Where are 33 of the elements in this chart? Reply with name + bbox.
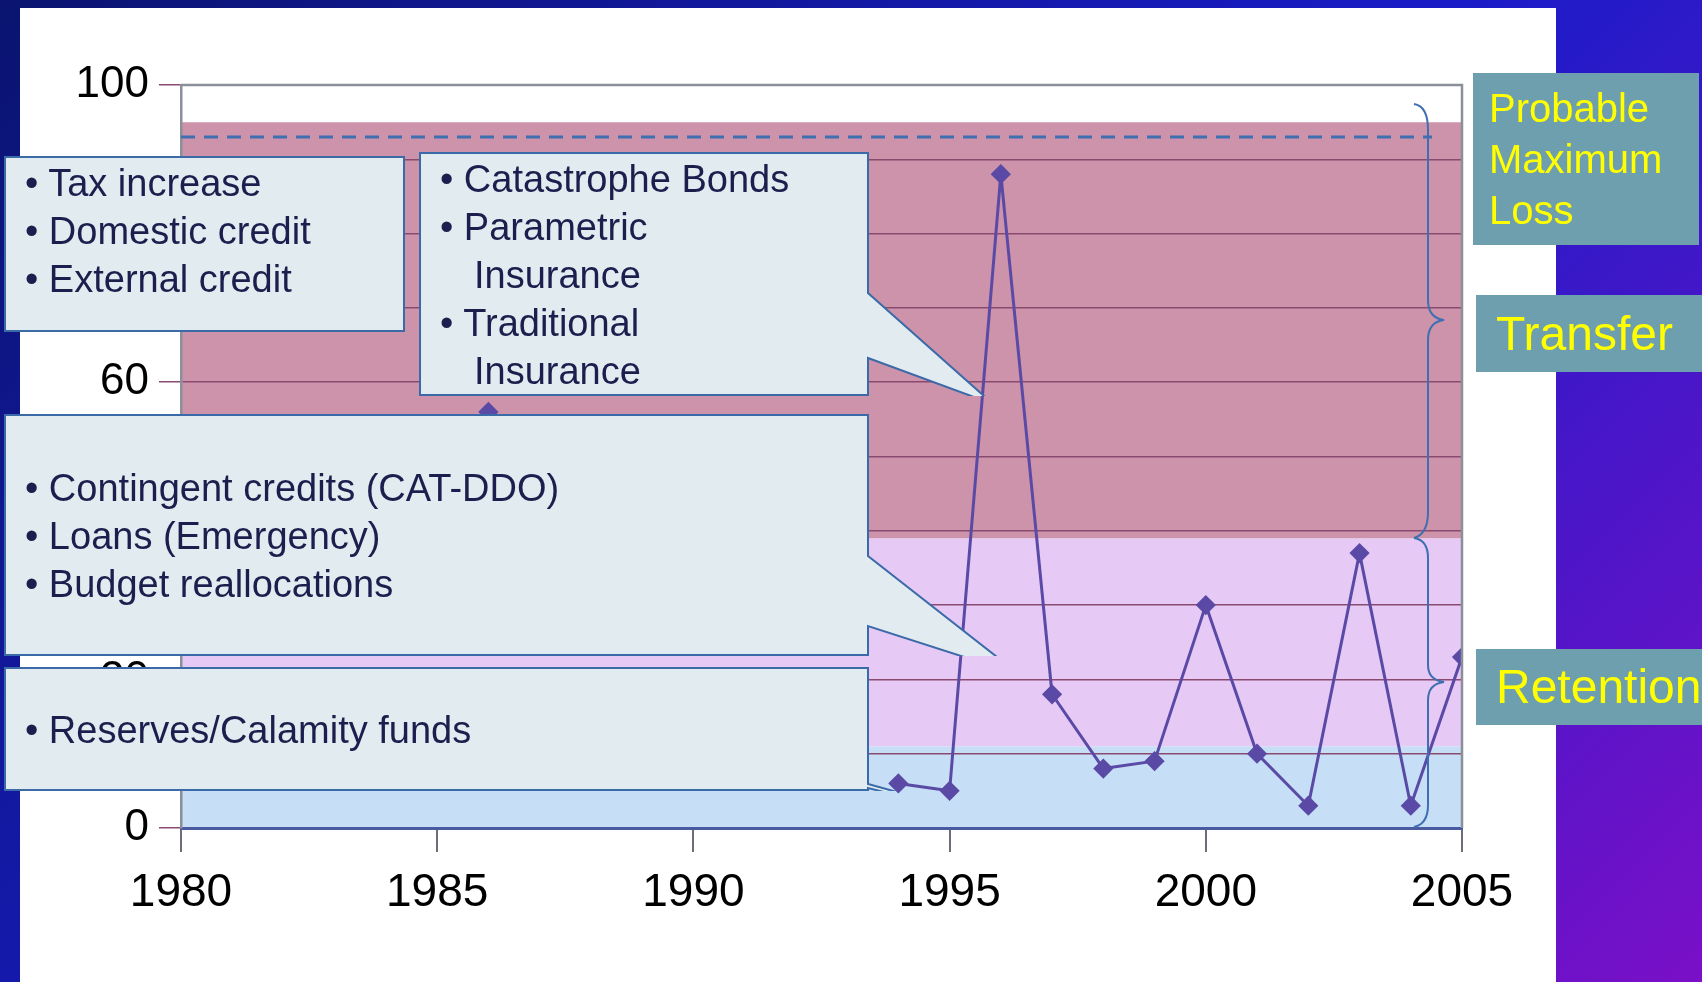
annotation: • Reserves/Calamity funds bbox=[25, 708, 473, 753]
annotation: • Traditional Insurance bbox=[440, 301, 642, 394]
x-tick-label: 1985 bbox=[386, 864, 489, 917]
point bbox=[1093, 759, 1113, 779]
annotation: • Parametric Insurance bbox=[440, 205, 649, 298]
annotation: • Catastrophe Bonds bbox=[440, 157, 791, 202]
point bbox=[1196, 595, 1216, 615]
point bbox=[888, 773, 908, 793]
point bbox=[1298, 796, 1318, 816]
annotation: • External credit bbox=[25, 257, 293, 302]
point bbox=[1401, 796, 1421, 816]
y-tick-label: 100 bbox=[75, 57, 149, 107]
annotation: • Contingent credits (CAT-DDO) bbox=[25, 466, 561, 511]
point bbox=[940, 781, 960, 801]
point bbox=[1247, 744, 1267, 764]
point bbox=[991, 164, 1011, 184]
ref-line-label: Probable Maximum Loss bbox=[1473, 73, 1699, 245]
annotation: • Tax increase bbox=[25, 161, 263, 206]
annotation: • Domestic credit bbox=[25, 209, 312, 254]
x-tick-label: 1995 bbox=[898, 864, 1001, 917]
point bbox=[1042, 684, 1062, 704]
x-tick-label: 1990 bbox=[642, 864, 745, 917]
y-tick-label: 60 bbox=[100, 354, 149, 404]
x-tick-label: 2000 bbox=[1154, 864, 1257, 917]
annotation: • Budget reallocations bbox=[25, 562, 395, 607]
point bbox=[1350, 543, 1370, 563]
x-tick-label: 2005 bbox=[1410, 864, 1514, 917]
text: Transfer bbox=[1476, 295, 1702, 372]
point bbox=[1145, 751, 1165, 771]
annotation: • Loans (Emergency) bbox=[25, 514, 382, 559]
y-tick-label: 0 bbox=[124, 800, 149, 850]
text: Retention bbox=[1476, 649, 1702, 725]
x-tick-label: 1980 bbox=[129, 864, 233, 917]
